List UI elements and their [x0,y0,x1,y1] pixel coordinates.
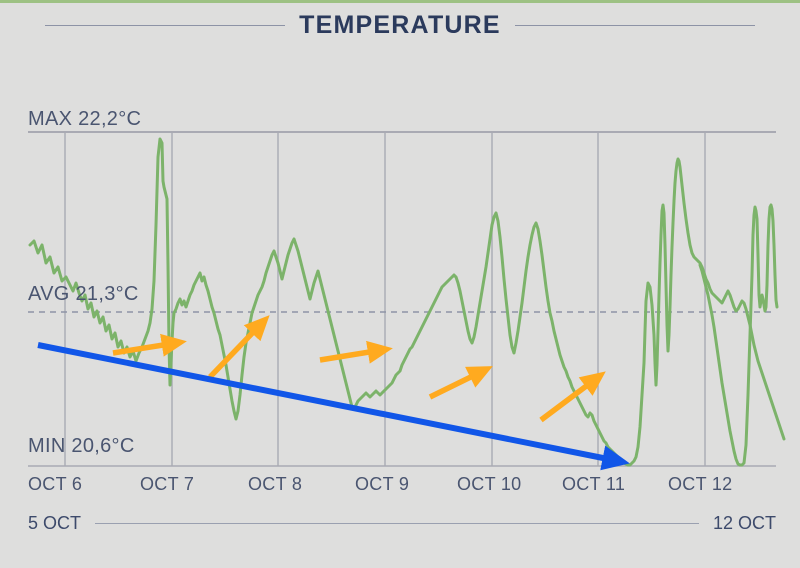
max-level-label: MAX 22,2°C [28,108,142,130]
uptick-arrow-5 [539,371,606,423]
title-rule-left [45,25,286,26]
uptick-arrow-1 [112,333,187,357]
uptick-arrow-3 [319,340,393,364]
xtick-oct-12: OCT 12 [668,474,733,494]
xtick-oct-11: OCT 11 [562,474,626,494]
page-title: TEMPERATURE [299,11,501,39]
xtick-oct-6: OCT 6 [28,474,83,494]
chart-svg [28,131,786,471]
range-end-label: 12 OCT [712,512,776,533]
xtick-oct-10: OCT 10 [457,474,522,494]
top-accent-strip [0,0,800,3]
gridlines [64,133,706,466]
xtick-oct-8: OCT 8 [248,474,303,494]
date-range-footer: 5 OCT 12 OCT [28,510,776,536]
temperature-chart [0,95,800,515]
uptick-annotations [112,315,606,423]
temperature-series-line-right [698,203,779,467]
range-start-label: 5 OCT [28,512,82,533]
uptick-arrow-2 [208,315,270,379]
xtick-oct-7: OCT 7 [140,474,195,494]
range-connector-rule [95,522,699,524]
page-header: TEMPERATURE [0,3,800,48]
avg-level-label: AVG 21,3°C [28,283,139,305]
temperature-series-line [28,137,786,467]
xtick-oct-9: OCT 9 [355,474,410,494]
declining-trend-arrow [37,342,630,471]
uptick-arrow-4 [428,366,493,400]
min-level-label: MIN 20,6°C [28,435,135,457]
title-rule-right [514,25,755,26]
